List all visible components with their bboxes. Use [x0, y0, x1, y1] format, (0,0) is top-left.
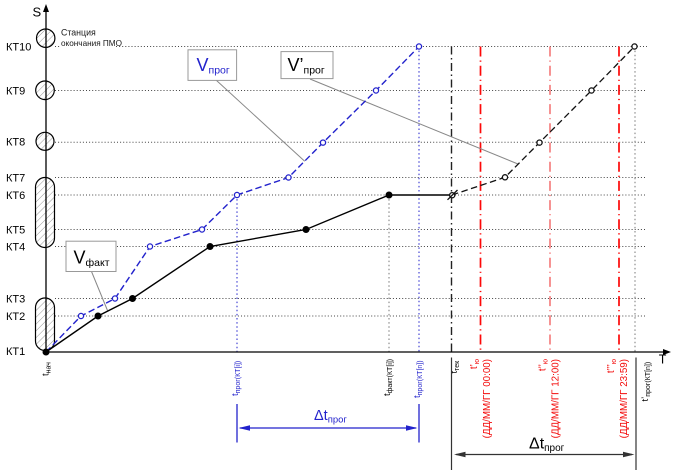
svg-text:Vпрог: Vпрог	[197, 55, 230, 77]
svg-text:tфакт(КТ[i]): tфакт(КТ[i])	[382, 359, 394, 396]
svg-text:КТ2: КТ2	[6, 311, 25, 323]
svg-text:окончания ПМО: окончания ПМО	[61, 39, 122, 48]
svg-text:КТ3: КТ3	[6, 293, 25, 305]
svg-text:tнач: tнач	[41, 362, 53, 376]
svg-text:КТ9: КТ9	[6, 85, 25, 97]
svg-text:t’прог(КТ[n]): t’прог(КТ[n])	[640, 362, 652, 402]
svg-text:t’’ю: t’’ю	[538, 359, 550, 371]
svg-text:tпрог(КТ[n]): tпрог(КТ[n])	[412, 360, 424, 398]
svg-text:S: S	[33, 4, 42, 19]
svg-text:(ДД/ММ/ГГ 00:00): (ДД/ММ/ГГ 00:00)	[482, 359, 493, 438]
svg-text:(ДД/ММ/ГГ 23:59): (ДД/ММ/ГГ 23:59)	[619, 359, 630, 438]
svg-text:КТ1: КТ1	[6, 346, 25, 358]
svg-text:Δtпрог: Δtпрог	[314, 408, 347, 426]
svg-text:tтек: tтек	[449, 360, 461, 374]
svg-text:tпрог(КТ[i]): tпрог(КТ[i])	[230, 361, 242, 396]
svg-text:(ДД/ММ/ГГ 12:00): (ДД/ММ/ГГ 12:00)	[551, 359, 562, 438]
svg-text:КТ5: КТ5	[6, 224, 25, 236]
svg-text:t’’’ю: t’’’ю	[606, 359, 618, 373]
svg-text:КТ8: КТ8	[6, 137, 25, 149]
svg-text:T: T	[659, 353, 667, 367]
svg-text:t’ю: t’ю	[469, 359, 481, 369]
svg-text:Станция: Станция	[61, 28, 96, 38]
svg-text:КТ10: КТ10	[6, 41, 31, 53]
svg-text:КТ4: КТ4	[6, 241, 25, 253]
svg-text:КТ6: КТ6	[6, 190, 25, 202]
svg-text:КТ7: КТ7	[6, 172, 25, 184]
